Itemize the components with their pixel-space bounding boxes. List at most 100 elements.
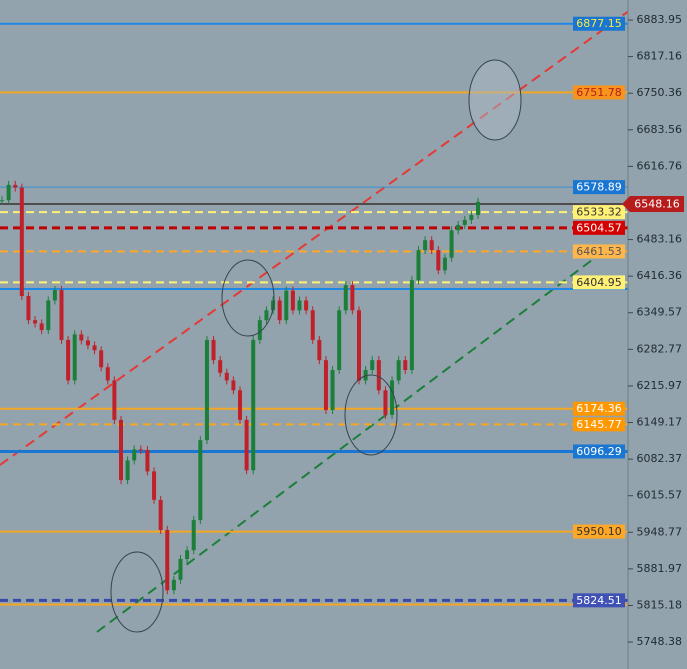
level-label-box bbox=[573, 180, 625, 195]
candle bbox=[403, 360, 408, 371]
candle bbox=[52, 290, 57, 301]
highlight-circle bbox=[468, 59, 522, 141]
candle bbox=[85, 340, 90, 346]
candle bbox=[330, 370, 335, 411]
highlight-circle bbox=[344, 374, 398, 456]
candle bbox=[6, 184, 11, 201]
candle bbox=[423, 240, 428, 251]
y-tick-label: 6883.95 bbox=[637, 13, 683, 26]
level-label-box bbox=[573, 16, 625, 31]
candle bbox=[59, 290, 64, 340]
level-label-box bbox=[573, 524, 625, 539]
candle bbox=[13, 184, 18, 188]
candle bbox=[462, 219, 467, 225]
candle bbox=[244, 419, 249, 471]
candle bbox=[297, 300, 302, 311]
candle bbox=[264, 310, 269, 321]
y-tick-label: 6483.16 bbox=[637, 233, 683, 246]
candle bbox=[436, 250, 441, 271]
candle bbox=[257, 320, 262, 340]
candle bbox=[138, 449, 143, 451]
candle bbox=[476, 201, 480, 216]
candle bbox=[284, 290, 289, 321]
candle bbox=[145, 449, 150, 472]
candle bbox=[178, 559, 183, 580]
candle bbox=[429, 240, 434, 251]
candle bbox=[218, 360, 223, 373]
candle bbox=[350, 285, 355, 311]
candle bbox=[198, 440, 203, 521]
candle bbox=[231, 380, 236, 391]
last-price-box bbox=[622, 195, 684, 212]
y-tick-label: 6683.56 bbox=[637, 123, 683, 136]
candle bbox=[469, 215, 474, 220]
level-label-box bbox=[573, 220, 625, 235]
y-tick-label: 6015.57 bbox=[637, 489, 683, 502]
candle bbox=[125, 460, 130, 481]
level-label-box bbox=[573, 401, 625, 416]
candle bbox=[46, 300, 51, 331]
y-tick-label: 6082.37 bbox=[637, 452, 683, 465]
y-tick-label: 6349.57 bbox=[637, 306, 683, 319]
candle bbox=[323, 360, 328, 411]
level-label: 6533.32 bbox=[576, 206, 622, 219]
candle bbox=[370, 360, 375, 371]
candle bbox=[290, 290, 295, 311]
level-label-box bbox=[573, 444, 625, 459]
candle bbox=[238, 390, 242, 420]
level-label: 5950.10 bbox=[576, 525, 622, 538]
highlight-circle bbox=[110, 551, 164, 633]
candle bbox=[171, 579, 176, 591]
level-label-box bbox=[573, 417, 625, 432]
candle bbox=[383, 390, 388, 415]
candle bbox=[0, 200, 4, 202]
candle bbox=[337, 310, 342, 371]
y-tick-label: 6616.76 bbox=[637, 159, 683, 172]
y-tick-label: 6149.17 bbox=[637, 416, 683, 429]
candle bbox=[39, 323, 44, 331]
level-label: 6461.53 bbox=[576, 245, 622, 258]
level-label: 6174.36 bbox=[576, 402, 622, 415]
candle bbox=[304, 300, 309, 311]
y-tick-label: 5881.97 bbox=[637, 562, 683, 575]
candle bbox=[456, 224, 461, 231]
y-tick-label: 5815.18 bbox=[637, 598, 683, 611]
level-label-box bbox=[573, 275, 625, 290]
candle bbox=[390, 380, 395, 415]
level-label-box bbox=[573, 85, 625, 100]
level-label-box bbox=[573, 593, 625, 608]
highlight-circle bbox=[221, 259, 275, 337]
y-tick-label: 5948.77 bbox=[637, 525, 683, 538]
level-label: 6578.89 bbox=[576, 181, 622, 194]
candle bbox=[310, 310, 315, 340]
candle bbox=[99, 350, 104, 368]
candle bbox=[317, 339, 322, 361]
candle bbox=[396, 360, 401, 381]
last-price-label: 6548.16 bbox=[634, 197, 680, 210]
candle bbox=[158, 499, 163, 530]
candle bbox=[72, 334, 77, 381]
level-label: 6096.29 bbox=[576, 445, 622, 458]
candle bbox=[204, 339, 209, 441]
level-label: 6751.78 bbox=[576, 86, 622, 99]
candle bbox=[357, 310, 361, 381]
candle bbox=[26, 296, 31, 321]
candle bbox=[105, 367, 110, 381]
candle bbox=[132, 449, 137, 461]
y-tick-label: 6750.36 bbox=[637, 86, 683, 99]
candle bbox=[251, 339, 256, 471]
y-tick-label: 6817.16 bbox=[637, 50, 683, 63]
level-label: 6145.77 bbox=[576, 418, 622, 431]
candle bbox=[165, 529, 170, 591]
trendline bbox=[0, 0, 646, 466]
candle bbox=[343, 285, 348, 311]
candle bbox=[416, 250, 421, 281]
price-axis bbox=[628, 0, 687, 669]
candle bbox=[66, 339, 71, 381]
candle bbox=[119, 419, 123, 481]
level-label: 6404.95 bbox=[576, 276, 622, 289]
level-label: 6504.57 bbox=[576, 221, 622, 234]
candle bbox=[449, 230, 454, 258]
